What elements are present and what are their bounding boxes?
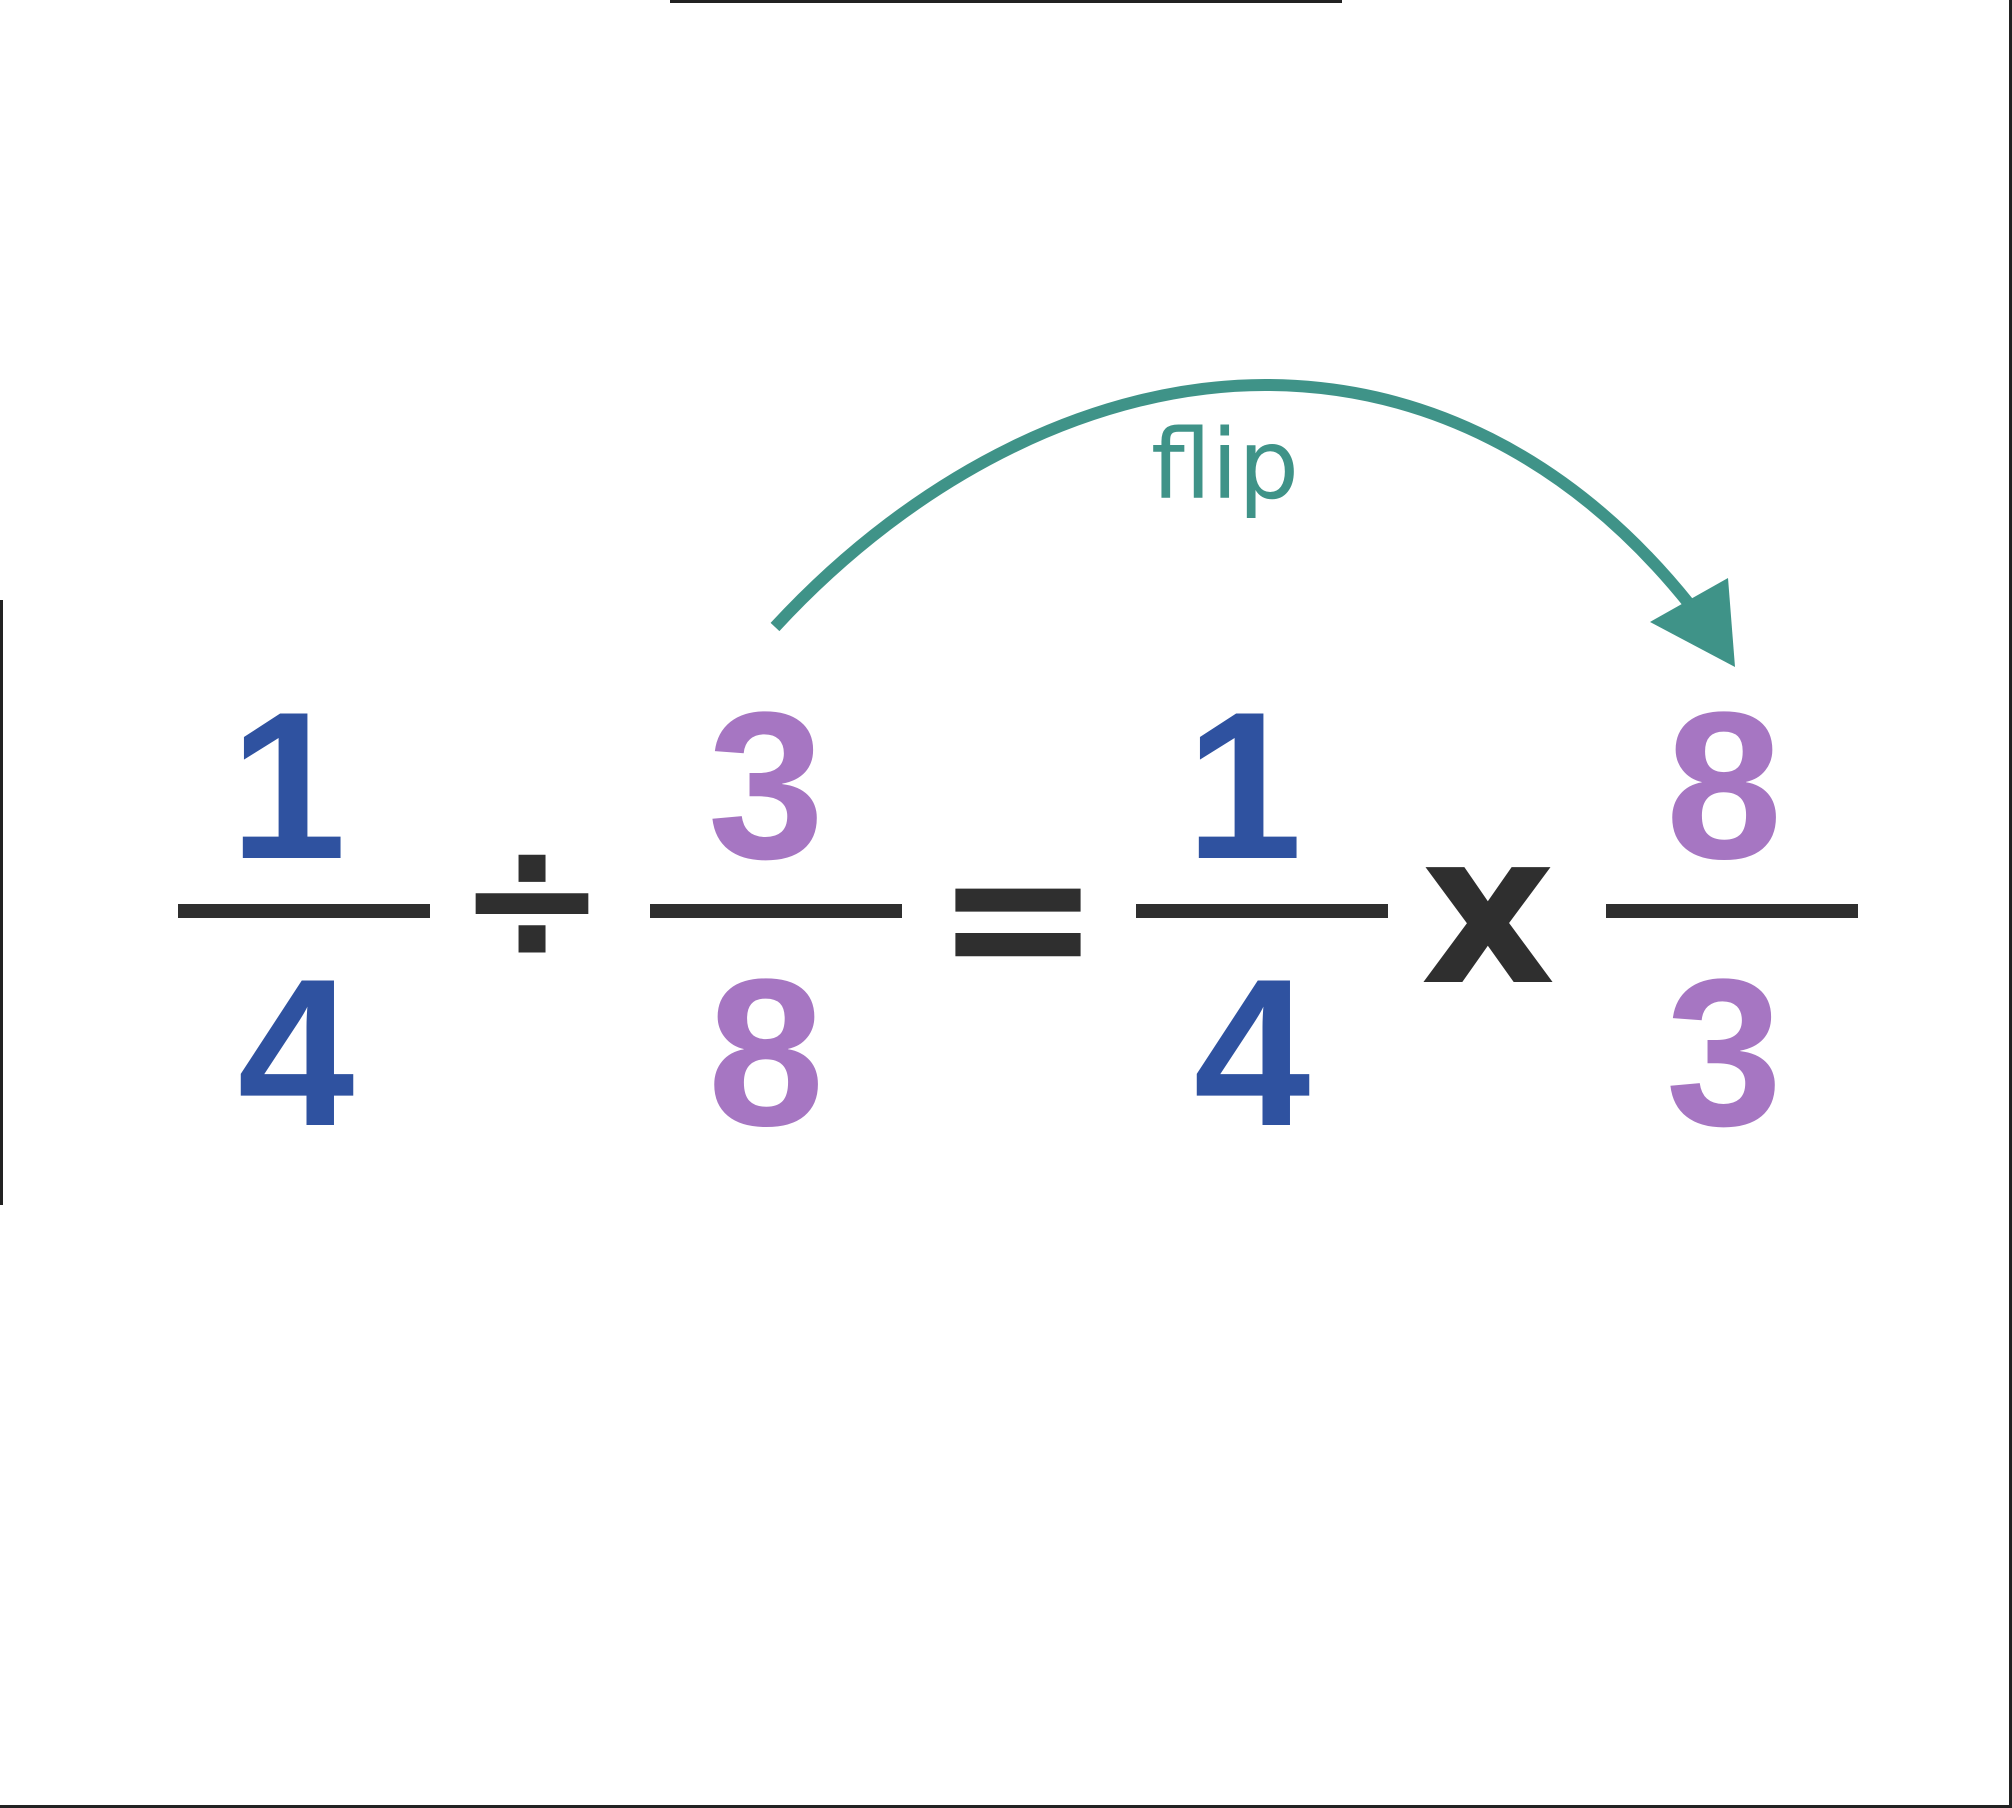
multiplication-operator: x [1420, 787, 1555, 1032]
division-operator: ÷ [457, 794, 608, 1003]
left-fraction-b-denominator: 8 [708, 935, 825, 1170]
left-fraction-a-numerator: 1 [230, 668, 347, 903]
flip-label: flip [1151, 409, 1299, 521]
flip-arrow [770, 378, 1695, 632]
left-fraction-b-numerator: 3 [708, 668, 825, 903]
right-fraction-b-denominator: 3 [1666, 935, 1783, 1170]
left-fraction-a-bar [178, 904, 430, 918]
right-fraction-a-bar [1136, 904, 1388, 918]
right-fraction-b-numerator: 8 [1666, 668, 1783, 903]
flip-arrow-head [1650, 578, 1735, 667]
right-fraction-a-numerator: 1 [1186, 668, 1303, 903]
left-fraction-a-denominator: 4 [238, 935, 355, 1170]
left-fraction-b-bar [650, 904, 902, 918]
right-fraction-a-denominator: 4 [1194, 935, 1311, 1170]
equals-sign: = [934, 800, 1102, 1033]
right-fraction-b-bar [1606, 904, 1858, 918]
